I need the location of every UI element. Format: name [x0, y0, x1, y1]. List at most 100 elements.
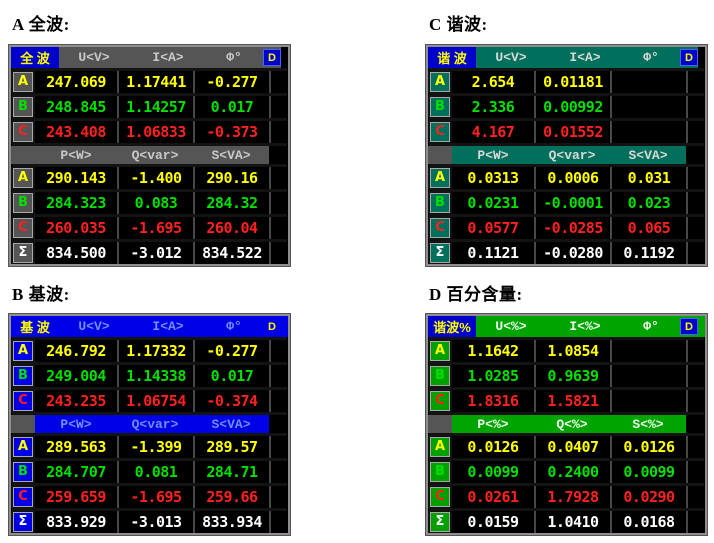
- row-filler: [686, 340, 705, 362]
- value-cell: 1.0854: [534, 340, 610, 362]
- column-header: Q<var>: [131, 147, 179, 163]
- value-cell: 247.069: [35, 71, 117, 93]
- d-indicator[interactable]: D: [263, 318, 281, 335]
- row-filler: [269, 436, 288, 458]
- value-cell: 0.0126: [610, 436, 686, 458]
- value-cell: 0.017: [193, 365, 269, 387]
- row-filler: [269, 96, 288, 118]
- phase-label-cell: Σ: [428, 511, 452, 533]
- value-cell: 0.00992: [534, 96, 610, 118]
- table-row: C 260.035 -1.695 260.04: [11, 217, 288, 239]
- value-cell: 290.16: [193, 167, 269, 189]
- table-row: C 0.0577 -0.0285 0.065: [428, 217, 705, 239]
- row-filler: [269, 461, 288, 483]
- phase-label-cell: C: [428, 121, 452, 143]
- value-cell: 0.2400: [534, 461, 610, 483]
- column-header: U<%>: [495, 319, 527, 334]
- value-cell: 834.522: [193, 242, 269, 264]
- value-cell: 0.0099: [610, 461, 686, 483]
- subheader-bar: P<W> Q<var> S<VA>: [35, 146, 269, 164]
- phase-label-cell: C: [428, 390, 452, 412]
- table-row: C 243.235 1.06754 -0.374: [11, 390, 288, 412]
- phase-label: Σ: [13, 512, 33, 532]
- phase-label: C: [13, 218, 33, 238]
- subheader-stub: [11, 146, 35, 164]
- phase-label-cell: Σ: [11, 242, 35, 264]
- row-filler: [686, 96, 705, 118]
- header-filler: [686, 146, 705, 164]
- header-filler: [281, 47, 288, 68]
- value-cell: -1.695: [117, 217, 193, 239]
- value-cell: 4.167: [452, 121, 534, 143]
- value-cell: 0.023: [610, 192, 686, 214]
- column-header: I<%>: [569, 319, 601, 334]
- d-indicator[interactable]: D: [263, 49, 281, 66]
- phase-label: C: [430, 487, 450, 507]
- phase-label: B: [430, 97, 450, 117]
- phase-label: Σ: [430, 243, 450, 263]
- column-header: S<%>: [632, 416, 664, 432]
- table-subheader-row: P<W> Q<var> S<VA>: [11, 415, 288, 433]
- value-cell: 0.0099: [452, 461, 534, 483]
- table-row: A 0.0313 0.0006 0.031: [428, 167, 705, 189]
- row-filler: [269, 192, 288, 214]
- section-title-fundamental: B 基波:: [12, 285, 70, 304]
- header-filler: [698, 47, 705, 68]
- phase-label: A: [430, 168, 450, 188]
- value-cell: 1.14257: [117, 96, 193, 118]
- value-cell: 246.792: [35, 340, 117, 362]
- value-cell: 0.01181: [534, 71, 610, 93]
- phase-label-cell: A: [428, 436, 452, 458]
- value-cell: 1.7928: [534, 486, 610, 508]
- row-filler: [686, 365, 705, 387]
- table-row: A 289.563 -1.399 289.57: [11, 436, 288, 458]
- value-cell: 259.66: [193, 486, 269, 508]
- value-cell: 1.0285: [452, 365, 534, 387]
- value-cell: 1.17441: [117, 71, 193, 93]
- header-filler: [698, 316, 705, 337]
- phase-label: B: [13, 462, 33, 482]
- panel-full-wave: 全 波 U<V> I<A> Φ° D A 247.069 1.17441 -0.277 B 248.…: [8, 44, 291, 267]
- column-header: S<VA>: [211, 147, 251, 163]
- row-filler: [686, 511, 705, 533]
- value-cell: 0.0261: [452, 486, 534, 508]
- value-cell: 0.0126: [452, 436, 534, 458]
- phase-label-cell: A: [11, 71, 35, 93]
- phase-label: A: [430, 341, 450, 361]
- section-title-full-wave: A 全波:: [12, 15, 70, 34]
- value-cell: 260.035: [35, 217, 117, 239]
- column-header: Q<var>: [548, 147, 596, 163]
- phase-label-cell: B: [428, 192, 452, 214]
- phase-label-cell: C: [11, 486, 35, 508]
- phase-label: A: [13, 72, 33, 92]
- table-row: B 248.845 1.14257 0.017: [11, 96, 288, 118]
- value-cell: 0.065: [610, 217, 686, 239]
- value-cell: -0.0280: [534, 242, 610, 264]
- phase-label: B: [13, 366, 33, 386]
- value-cell: 0.0407: [534, 436, 610, 458]
- table-row: A 2.654 0.01181: [428, 71, 705, 93]
- row-filler: [269, 121, 288, 143]
- panel-tag: 全 波: [11, 47, 59, 68]
- table-row: Σ 834.500 -3.012 834.522: [11, 242, 288, 264]
- table-row: B 1.0285 0.9639: [428, 365, 705, 387]
- column-header: Φ°: [226, 50, 242, 65]
- phase-label: C: [13, 122, 33, 142]
- table-row: Σ 833.929 -3.013 833.934: [11, 511, 288, 533]
- column-header: U<V>: [78, 50, 110, 65]
- phase-label-cell: B: [11, 365, 35, 387]
- phase-label: B: [430, 462, 450, 482]
- subheader-bar: P<W> Q<var> S<VA>: [452, 146, 686, 164]
- d-indicator[interactable]: D: [680, 49, 698, 66]
- row-filler: [686, 217, 705, 239]
- phase-label-cell: B: [428, 96, 452, 118]
- row-filler: [686, 486, 705, 508]
- d-indicator[interactable]: D: [680, 318, 698, 335]
- subheader-bar: P<W> Q<var> S<VA>: [35, 415, 269, 433]
- table-subheader-row: P<%> Q<%> S<%>: [428, 415, 705, 433]
- phase-label: C: [430, 122, 450, 142]
- value-cell: 0.0577: [452, 217, 534, 239]
- value-cell: 1.06754: [117, 390, 193, 412]
- value-cell: 0.083: [117, 192, 193, 214]
- column-header: I<A>: [569, 50, 601, 65]
